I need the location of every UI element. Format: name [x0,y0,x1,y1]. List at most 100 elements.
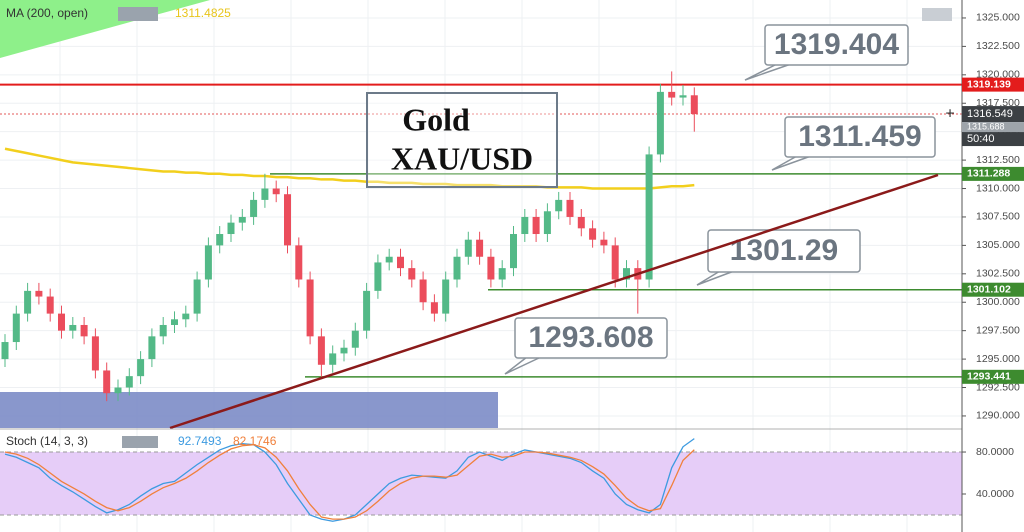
candle-body [408,268,416,280]
stoch-label: Stoch (14, 3, 3) [6,434,88,448]
candle-body [543,211,551,235]
callout-pointer [696,270,735,286]
window-buttons[interactable] [922,8,952,21]
candle-body [487,256,495,280]
callout [764,24,909,66]
y-tick-label: 1307.500 [976,211,1020,223]
candle-body [91,336,99,371]
price-tag [962,106,1024,123]
candle-body [125,376,133,388]
trendline [169,173,939,430]
ma-value: 1311.4825 [175,6,231,20]
price-tag [962,122,1024,133]
callout-label: 1311.459 [798,120,921,153]
callout-pointer [504,356,542,375]
y-tick-label: 1310.000 [976,182,1020,194]
y-tick-label: 1312.500 [976,154,1020,166]
level-tag [962,77,1024,92]
candle-body [80,324,88,337]
demand-zone [0,392,498,428]
level-tag-label: 1301.102 [967,283,1011,295]
candle-body [193,279,201,314]
candle-body [284,194,291,246]
icons[interactable] [118,7,158,21]
candle-body [58,313,65,331]
level-tag [962,166,1024,181]
level-tag [962,369,1024,384]
candle-body [148,336,156,360]
level-tag-label: 1319.139 [967,78,1011,90]
candle-body [645,154,653,280]
candle-body [103,370,111,394]
candle-body [69,324,77,331]
candle-body [668,91,676,98]
callout [784,116,936,158]
candle-body [171,319,178,325]
title-box [366,92,558,188]
candle-body [453,256,461,280]
candle-body [510,234,517,269]
icons[interactable] [122,436,158,448]
candle-body [521,216,529,235]
price-pane: 1319.404 1311.459 1301.29 1293.608 [0,24,962,402]
stoch-band [0,452,962,515]
y-tick-label: 1320.000 [976,69,1020,81]
candle-body [1,342,9,360]
y-tick-label: 1300.000 [976,296,1020,308]
candle-body [430,302,438,314]
candle-body [555,199,563,212]
stochastic-pane [0,438,962,522]
stoch-line [4,438,695,522]
callout-label: 1293.608 [528,321,653,354]
level-tag-label: 1293.441 [967,371,1011,383]
level-tag [962,282,1024,297]
callout-label: 1319.404 [774,28,899,61]
candle-body [442,279,450,314]
y-tick-label: 1305.000 [976,239,1020,251]
candle-body [577,216,585,229]
candle-body [204,245,212,280]
candle-body [476,239,484,257]
candle-body [600,239,608,246]
candle-body [498,268,506,280]
candle-body [159,324,167,337]
y-tick-label: 1292.500 [976,381,1020,393]
candle-body [261,188,269,200]
candle-body [385,256,393,263]
candle-body [227,222,235,235]
candle-body [532,216,540,235]
header: MA (200, open) 1311.4825 Stoch (14, 3, 3… [6,6,952,448]
candle-body [589,228,597,240]
callout [514,317,668,359]
countdown-tag [962,132,1024,147]
candle-body [340,347,348,354]
candle-body [295,245,303,280]
candle-body [12,313,20,343]
candle-body [374,262,382,291]
title: Gold [402,101,470,137]
stoch-value: 92.7493 [178,434,222,448]
candle-body [679,95,687,98]
candle-body [317,336,325,365]
y-tick-label: 1295.000 [976,353,1020,365]
candle-body [363,290,371,331]
candle-body [114,387,122,394]
candle-body [46,296,54,314]
y-tick-label: 1322.500 [976,40,1020,52]
candle-body [351,330,359,348]
candle-body [272,188,280,195]
level-tag-label: 1311.288 [967,168,1010,180]
candle-body [137,359,145,377]
subtitle: XAU/USD [391,140,533,176]
candle-body [397,256,404,269]
ma-label: MA (200, open) [6,6,88,20]
candle-body [419,279,427,303]
candle-body [656,91,664,155]
y-tick-label: 1297.500 [976,324,1020,336]
countdown: 50:40 [967,133,995,145]
candle-body [35,290,43,297]
callout-label: 1301.29 [730,234,838,267]
candle-body [24,290,32,314]
stoch-value: 82.1746 [233,434,277,448]
